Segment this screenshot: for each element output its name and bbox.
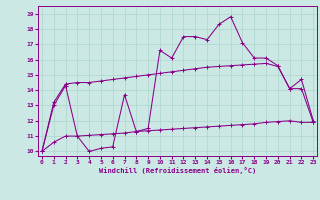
X-axis label: Windchill (Refroidissement éolien,°C): Windchill (Refroidissement éolien,°C) <box>99 167 256 174</box>
